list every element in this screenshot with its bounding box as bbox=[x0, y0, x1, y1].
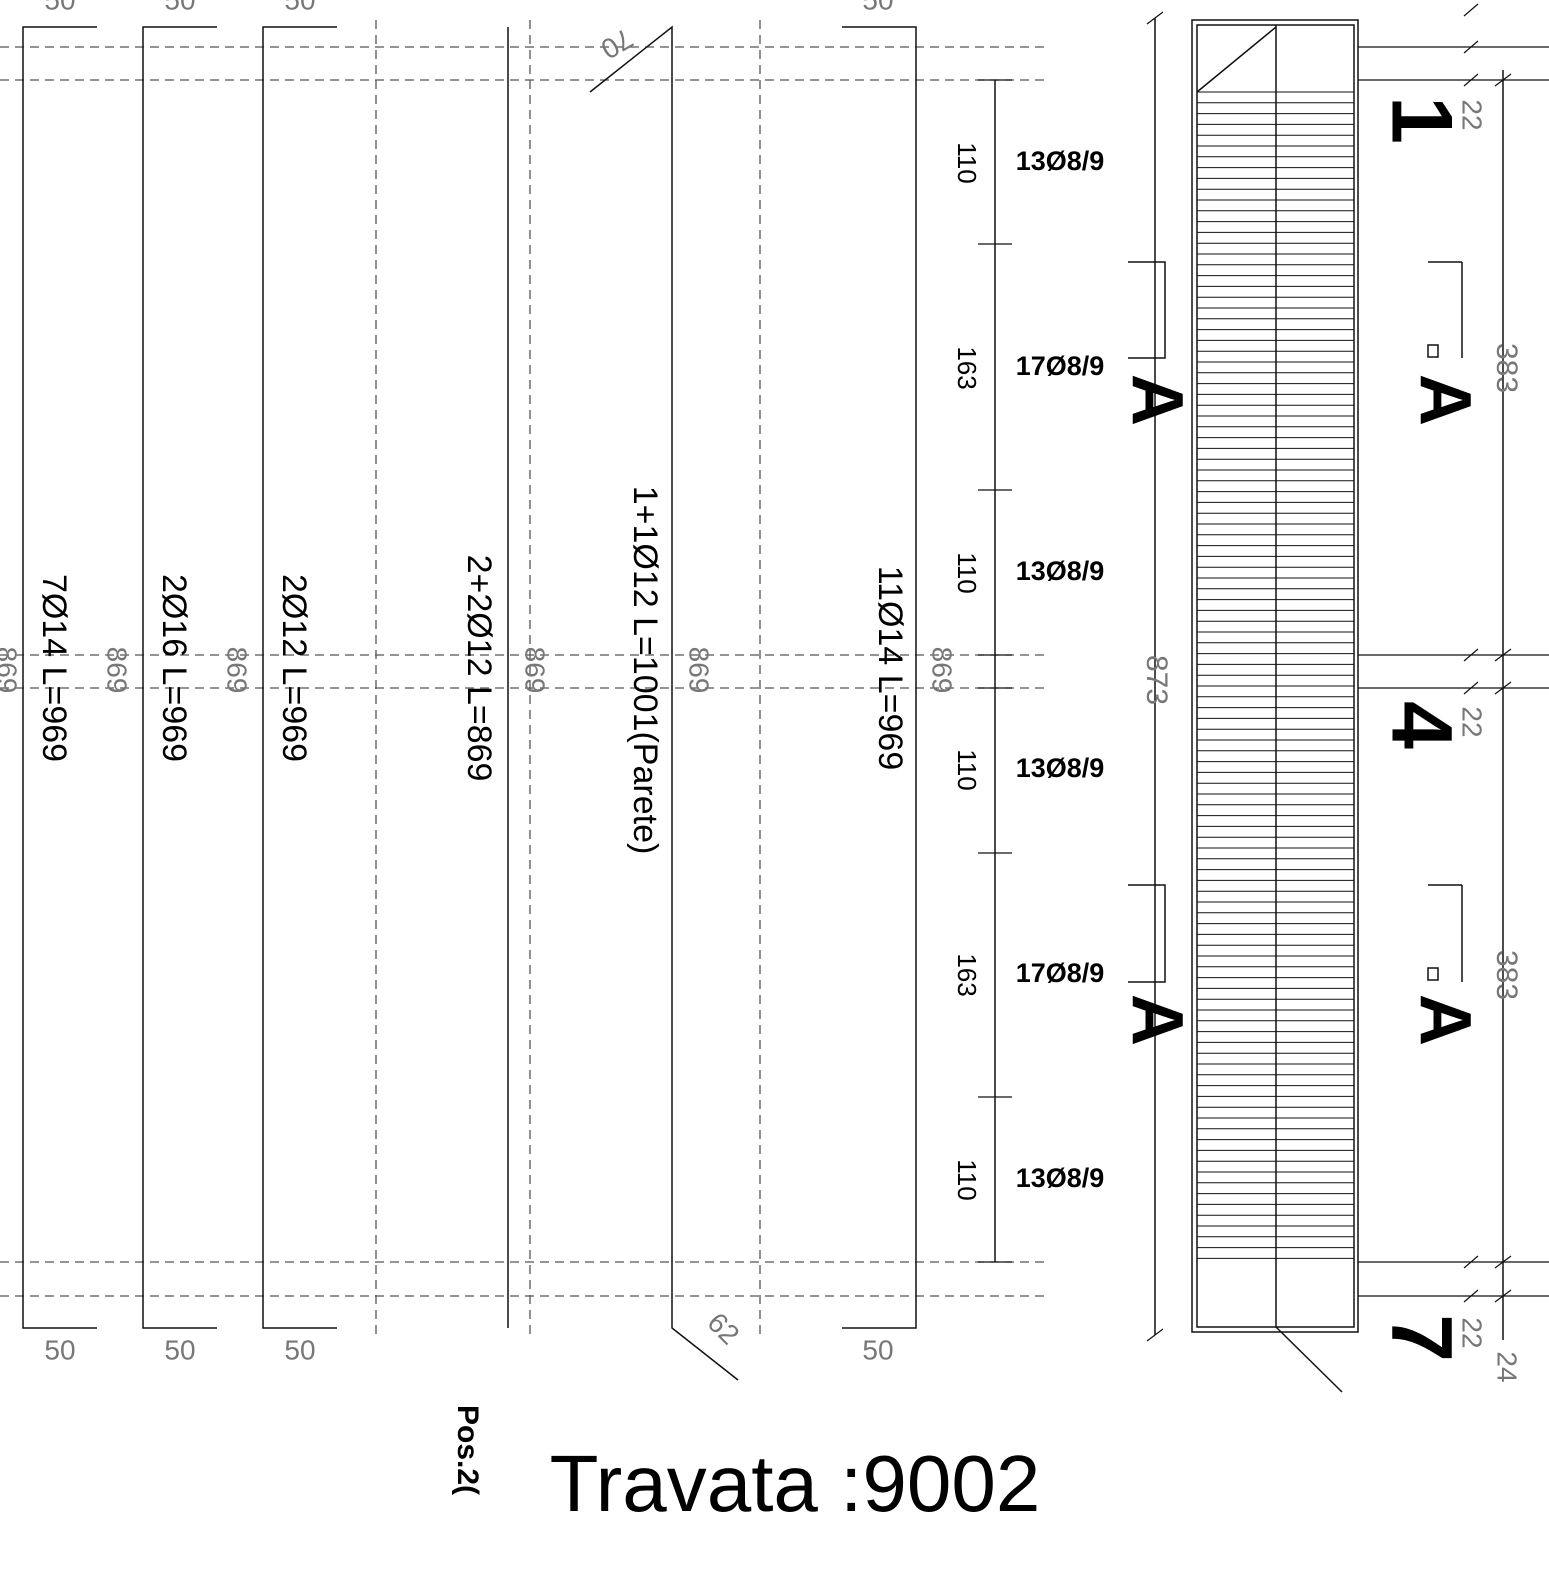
stirrup-length: 163 bbox=[952, 346, 982, 389]
length-label: 869 bbox=[684, 647, 715, 694]
stirrup-length: 163 bbox=[952, 953, 982, 996]
line bbox=[1494, 73, 1512, 87]
line bbox=[1463, 1255, 1479, 1269]
top-label: 50 bbox=[44, 0, 75, 15]
line bbox=[1494, 1255, 1512, 1269]
total-length: 873 bbox=[1140, 655, 1173, 705]
section-label: A bbox=[1117, 994, 1197, 1046]
span-dim: 383 bbox=[1490, 950, 1523, 1000]
stirrup-label: 17Ø8/9 bbox=[1016, 351, 1105, 381]
bottom-label: 50 bbox=[44, 1334, 75, 1365]
bar-label: 1+1Ø12 L=1001(Parete) bbox=[626, 486, 664, 855]
section-label: A bbox=[1117, 374, 1197, 426]
line bbox=[1494, 648, 1512, 662]
bottom-label: 50 bbox=[862, 1334, 893, 1365]
span-dim: 383 bbox=[1490, 343, 1523, 393]
line bbox=[1463, 681, 1479, 695]
section-label: A bbox=[1405, 374, 1485, 426]
bottom-label: 50 bbox=[284, 1334, 315, 1365]
support-label: 7 bbox=[1373, 1314, 1469, 1362]
support-label: 1 bbox=[1373, 96, 1469, 144]
line bbox=[1146, 1328, 1164, 1342]
title: Travata :9002 bbox=[550, 1439, 1041, 1528]
hook-label: 62 bbox=[702, 1307, 746, 1351]
support-dim: 22 bbox=[1457, 99, 1488, 130]
stirrup-length: 110 bbox=[952, 749, 982, 790]
bar-label: 2+2Ø12 L=869 bbox=[460, 555, 498, 782]
support-dim: 24 bbox=[1492, 1351, 1523, 1382]
stirrup-length: 110 bbox=[952, 142, 982, 183]
top-label: 50 bbox=[862, 0, 893, 15]
line bbox=[1463, 1289, 1479, 1303]
support-dim: 22 bbox=[1457, 1317, 1488, 1348]
line bbox=[1494, 681, 1512, 695]
length-label: 869 bbox=[927, 647, 958, 694]
section-label: A bbox=[1405, 994, 1485, 1046]
layout-lines bbox=[0, 18, 1504, 1393]
line bbox=[1463, 648, 1479, 662]
bottom-label: 50 bbox=[164, 1334, 195, 1365]
line bbox=[1494, 1289, 1512, 1303]
line bbox=[1463, 3, 1479, 17]
bar-label: 11Ø14 L=969 bbox=[871, 566, 909, 771]
stirrup-label: 13Ø8/9 bbox=[1016, 1163, 1105, 1193]
stirrup-label: 13Ø8/9 bbox=[1016, 556, 1105, 586]
support-dim: 22 bbox=[1457, 706, 1488, 737]
stirrup-label: 17Ø8/9 bbox=[1016, 958, 1105, 988]
stirrup-length: 110 bbox=[952, 1159, 982, 1200]
stirrup-length: 110 bbox=[952, 552, 982, 593]
position-label: Pos.2( bbox=[451, 1405, 484, 1495]
support-label: 4 bbox=[1373, 701, 1469, 749]
line bbox=[1463, 40, 1479, 54]
top-label: 50 bbox=[164, 0, 195, 15]
bar-label: 2Ø12 L=969 bbox=[275, 574, 313, 762]
length-label: 869 bbox=[222, 647, 253, 694]
bar-label: 7Ø14 L=969 bbox=[35, 574, 73, 762]
length-label: 869 bbox=[520, 647, 551, 694]
stirrup-label: 13Ø8/9 bbox=[1016, 753, 1105, 783]
stirrup-label: 13Ø8/9 bbox=[1016, 146, 1105, 176]
length-label: 869 bbox=[102, 647, 133, 694]
length-label: 869 bbox=[0, 647, 23, 694]
line bbox=[1463, 73, 1479, 87]
bar-label: 2Ø16 L=969 bbox=[155, 574, 193, 762]
top-label: 50 bbox=[284, 0, 315, 15]
line bbox=[1146, 11, 1164, 25]
